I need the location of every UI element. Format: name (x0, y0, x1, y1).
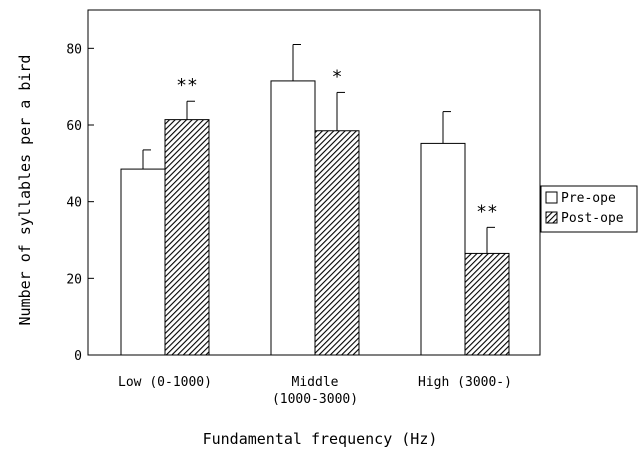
bar-pre-ope (270, 80, 316, 356)
y-tick-label: 20 (66, 272, 82, 287)
y-tick-label: 80 (66, 42, 82, 57)
legend-swatch-pre-ope (545, 191, 558, 204)
y-axis: 0 20 40 60 80 (66, 42, 94, 364)
legend-label: Post-ope (561, 211, 624, 226)
x-category-label: Middle (292, 375, 339, 390)
y-tick-label: 0 (74, 349, 82, 364)
y-tick-label: 40 (66, 196, 82, 211)
y-axis-title: Number of syllables per a bird (16, 55, 34, 326)
x-category-label: Low (0-1000) (118, 375, 212, 390)
bar-post-ope (164, 119, 210, 356)
legend: Pre-ope Post-ope (540, 185, 638, 233)
legend-box (540, 185, 638, 233)
bar-pre-ope (420, 142, 466, 356)
bar-post-ope (464, 252, 510, 356)
significance-mark: ** (176, 75, 198, 96)
x-axis-title: Fundamental frequency (Hz) (203, 430, 438, 448)
x-axis: Low (0-1000) Middle (1000-3000) High (3000-… (118, 375, 512, 407)
x-category-label: (1000-3000) (272, 392, 358, 407)
bar-pre-ope (120, 168, 166, 356)
bar-post-ope (314, 130, 360, 356)
bars: ** *** (120, 44, 510, 356)
y-tick-label: 60 (66, 119, 82, 134)
x-category-label: High (3000-) (418, 375, 512, 390)
significance-mark: ** (476, 201, 498, 222)
legend-label: Pre-ope (561, 191, 616, 206)
legend-swatch-post-ope (545, 211, 558, 224)
significance-mark: * (332, 66, 343, 87)
